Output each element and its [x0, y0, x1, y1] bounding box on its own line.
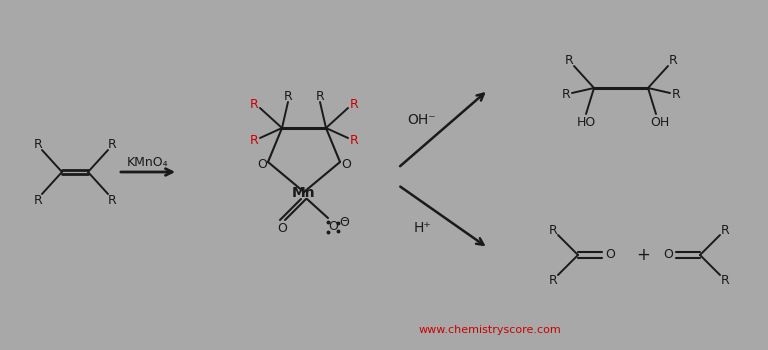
Text: R: R — [564, 55, 574, 68]
Text: OH: OH — [650, 117, 670, 130]
Text: R: R — [720, 224, 730, 237]
Text: R: R — [349, 133, 359, 147]
Text: +: + — [636, 246, 650, 264]
Text: R: R — [548, 224, 558, 237]
Text: OH⁻: OH⁻ — [408, 113, 436, 127]
Text: KMnO₄: KMnO₄ — [127, 156, 169, 169]
Text: O: O — [341, 158, 351, 170]
Text: R: R — [108, 194, 117, 206]
Text: H⁺: H⁺ — [413, 221, 431, 235]
Text: O: O — [328, 220, 338, 233]
Text: R: R — [108, 138, 117, 150]
Text: R: R — [720, 273, 730, 287]
Text: Mn: Mn — [292, 186, 316, 200]
Text: Θ: Θ — [339, 217, 349, 230]
Text: R: R — [669, 55, 677, 68]
Text: O: O — [257, 158, 267, 170]
Text: R: R — [34, 138, 42, 150]
Text: www.chemistryscore.com: www.chemistryscore.com — [419, 325, 561, 335]
Text: R: R — [316, 90, 324, 103]
Text: HO: HO — [576, 117, 596, 130]
Text: R: R — [250, 98, 258, 111]
Text: R: R — [283, 90, 293, 103]
Text: R: R — [672, 89, 680, 101]
Text: R: R — [250, 133, 258, 147]
Text: R: R — [34, 194, 42, 206]
Text: O: O — [277, 223, 287, 236]
Text: R: R — [548, 273, 558, 287]
Text: R: R — [349, 98, 359, 111]
Text: O: O — [663, 248, 673, 261]
Text: O: O — [605, 248, 615, 261]
Text: R: R — [561, 89, 571, 101]
